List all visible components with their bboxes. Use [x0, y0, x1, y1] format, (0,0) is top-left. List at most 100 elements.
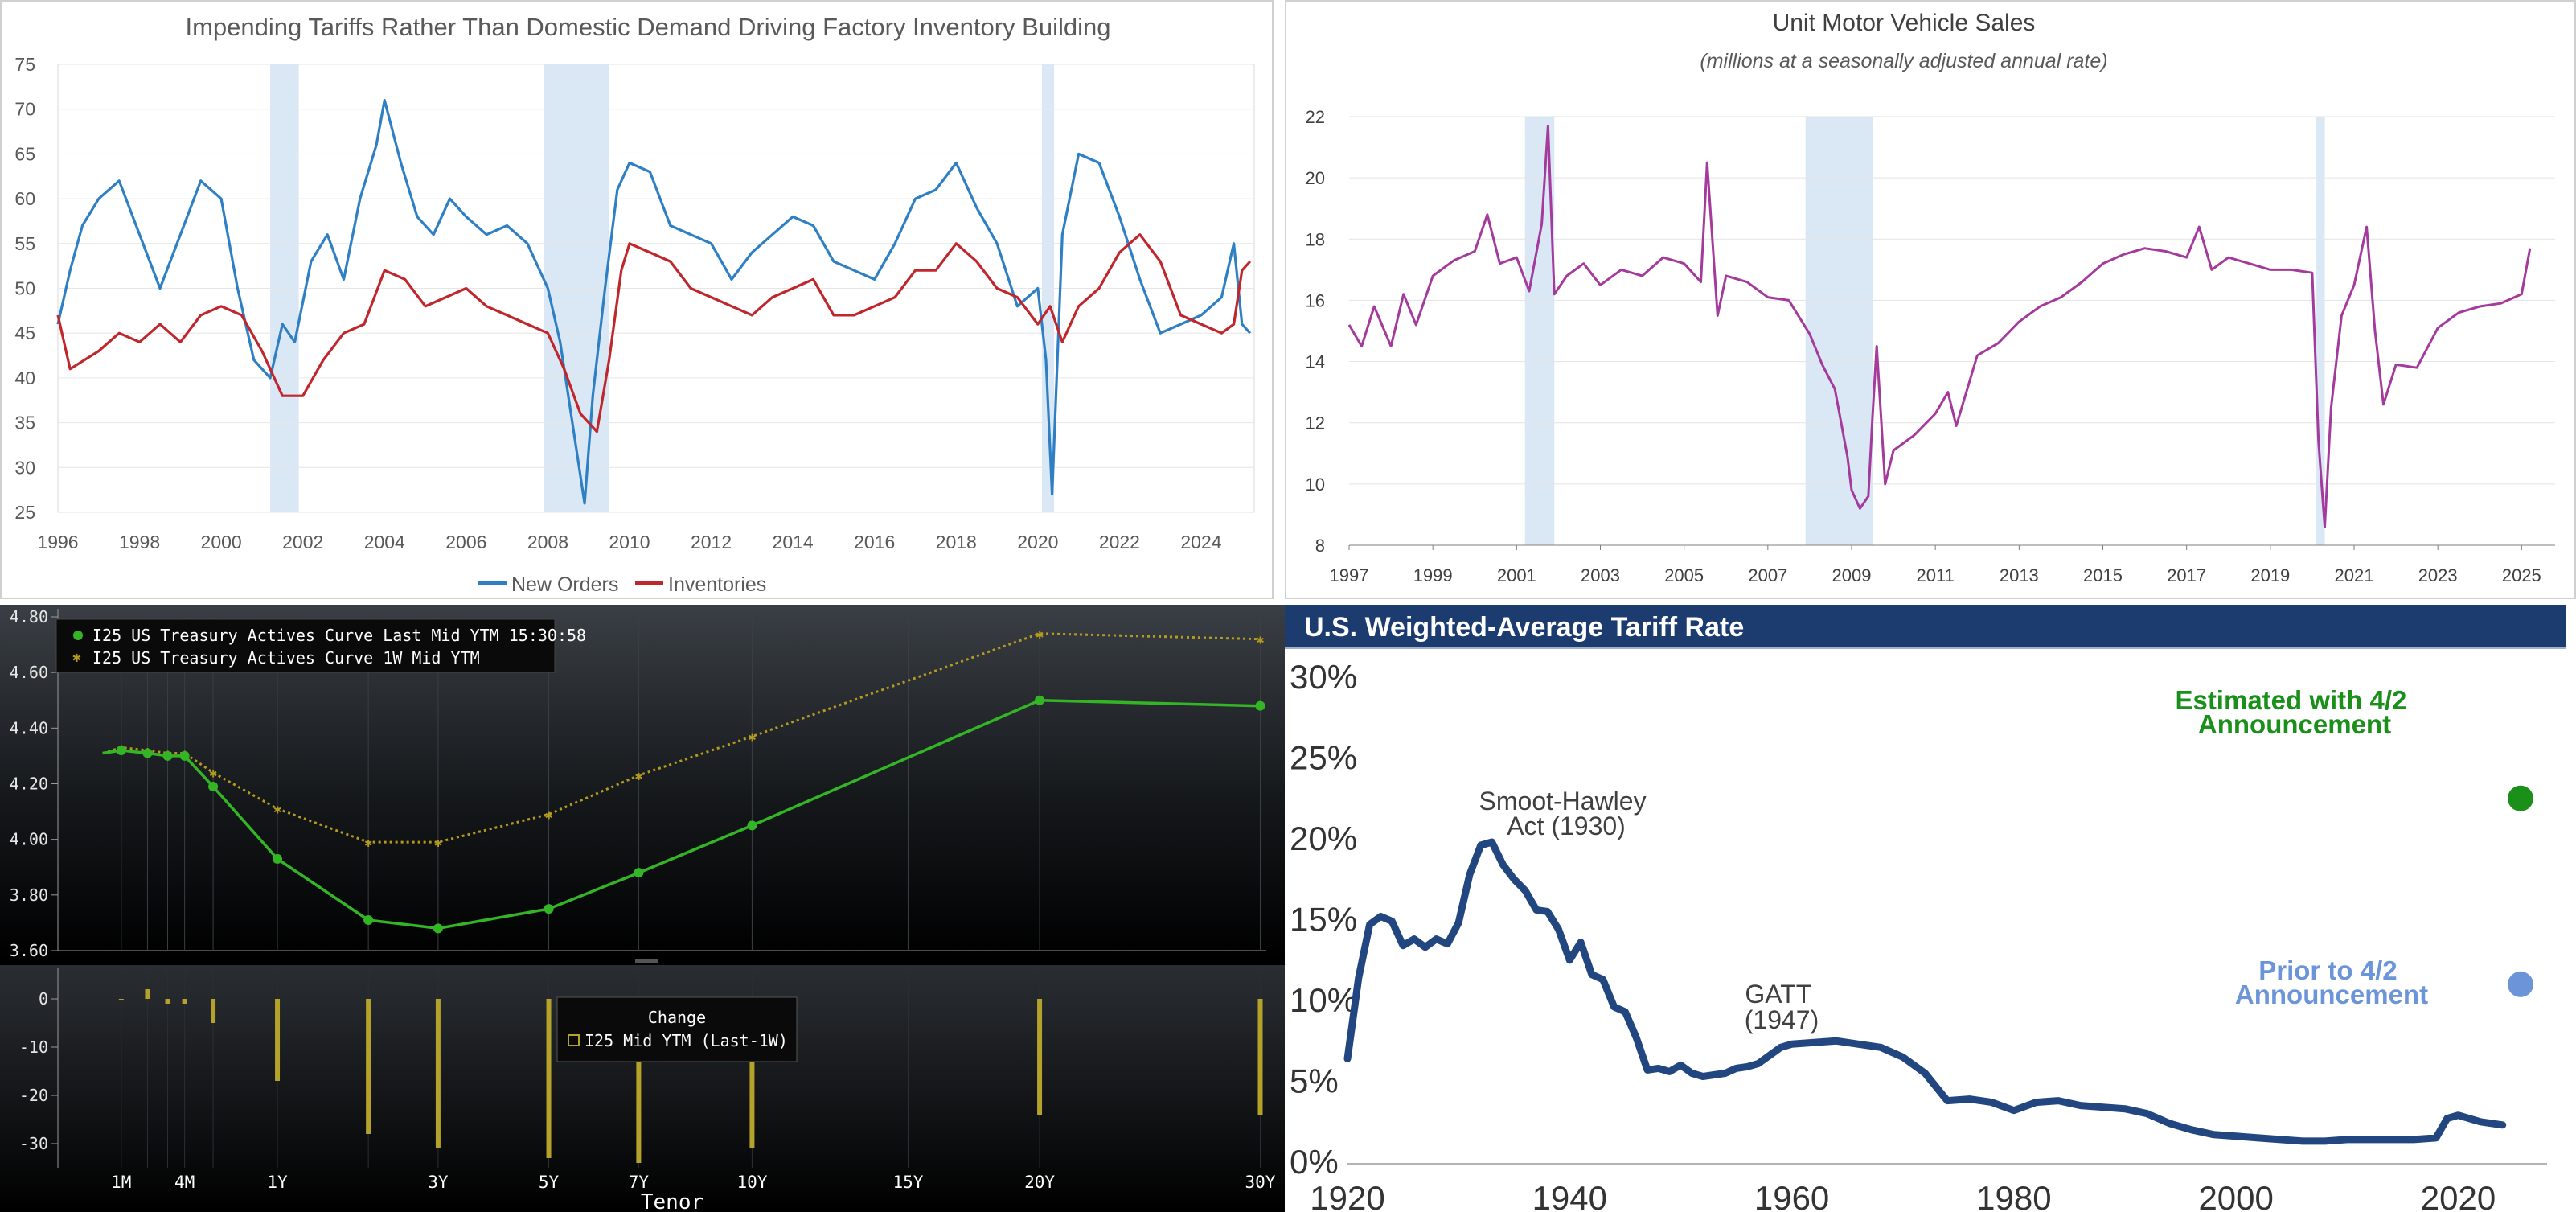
chart-title: Impending Tariffs Rather Than Domestic D… [186, 13, 1111, 41]
x-tick-label: 1960 [1754, 1179, 1829, 1212]
y-tick-label: 20 [1306, 168, 1325, 188]
last-curve-point [162, 750, 173, 761]
y-tick-label: 5% [1290, 1062, 1339, 1100]
y-tick-label: 16 [1306, 290, 1325, 310]
change-bar [435, 999, 441, 1148]
y-tick-label: 35 [14, 413, 35, 433]
y-tick-label: 12 [1306, 413, 1325, 433]
x-tick-label: 2009 [1832, 565, 1872, 585]
tenor-label: 20Y [1024, 1173, 1055, 1192]
curve-legend: I25 US Treasury Actives Curve Last Mid Y… [55, 618, 586, 673]
chart-title: U.S. Weighted-Average Tariff Rate [1304, 612, 1744, 643]
change-bar [275, 999, 281, 1081]
y-tick-label: 22 [1306, 107, 1325, 127]
x-tick-label: 2020 [2421, 1179, 2496, 1212]
y-tick-label: 15% [1290, 901, 1357, 939]
y-tick-label: 4.80 [10, 607, 48, 627]
recession-band [2316, 117, 2325, 545]
x-tick-label: 2002 [282, 532, 323, 553]
tariffs-inventory-svg: Impending Tariffs Rather Than Domestic D… [0, 0, 1274, 599]
change-y-tick-label: -20 [19, 1086, 48, 1105]
week-curve-point: ✱ [434, 835, 442, 850]
prior-annotation: Prior to 4/2 Announcement [2235, 955, 2428, 1009]
change-y-tick-label: 0 [39, 989, 48, 1009]
last-curve-point [363, 914, 374, 925]
recession-band [1805, 117, 1873, 545]
week-curve-point: ✱ [209, 766, 217, 781]
chart-title: Unit Motor Vehicle Sales [1773, 10, 2036, 36]
last-curve-point [747, 820, 757, 831]
vehicle-sales-chart: Unit Motor Vehicle Sales (millions at a … [1285, 0, 2576, 599]
x-tick-label: 1998 [119, 532, 160, 553]
tenor-label: 30Y [1245, 1173, 1276, 1192]
x-tick-label: 2016 [854, 532, 895, 553]
last-curve-point [273, 853, 283, 864]
prior-point [2508, 971, 2533, 997]
x-tick-label: 2010 [609, 532, 650, 553]
last-curve-point [116, 746, 126, 755]
y-tick-label: 55 [14, 233, 35, 254]
x-tick-label: 2000 [2198, 1179, 2273, 1212]
y-tick-label: 25 [14, 502, 35, 523]
estimated-annotation: Estimated with 4/2 Announcement [2175, 685, 2414, 739]
panel-splitter[interactable] [635, 959, 658, 963]
x-tick-label: 2019 [2250, 565, 2290, 585]
x-tick-label: 2018 [936, 532, 977, 553]
x-tick-label: 1996 [37, 532, 78, 553]
week-curve-point: ✱ [1036, 627, 1044, 642]
change-title: Change [648, 1008, 706, 1027]
last-curve-point [1035, 695, 1045, 705]
x-tick-label: 1920 [1310, 1179, 1384, 1212]
tenor-label: 1Y [267, 1173, 288, 1192]
change-legend-swatch [568, 1034, 580, 1046]
last-curve-point [208, 781, 219, 791]
last-curve-point [1255, 700, 1265, 711]
change-bar [1257, 999, 1263, 1115]
y-tick-label: 4.60 [10, 663, 48, 682]
estimated-point [2508, 785, 2533, 811]
last-curve-point [433, 923, 443, 934]
week-curve-line [102, 632, 1261, 844]
y-tick-label: 70 [14, 99, 35, 120]
y-tick-label: 4.00 [10, 830, 48, 849]
x-tick-label: 2022 [1099, 532, 1140, 553]
y-tick-label: 0% [1290, 1143, 1339, 1181]
vehicle-sales-svg: Unit Motor Vehicle Sales (millions at a … [1285, 0, 2576, 599]
x-tick-label: 2008 [527, 532, 568, 553]
treasury-curve-svg: ✱✱✱✱✱✱✱✱✱✱✱✱✱4.804.604.404.204.003.803.6… [0, 605, 1285, 1212]
week-curve-point: ✱ [273, 802, 281, 817]
x-tick-label: 2007 [1748, 565, 1787, 585]
y-tick-label: 14 [1306, 352, 1325, 372]
change-bar [165, 999, 170, 1004]
change-bar [1037, 999, 1043, 1115]
smoot-hawley-annotation: Smoot-Hawley Act (1930) [1479, 787, 1654, 840]
x-tick-label: 2015 [2083, 565, 2123, 585]
x-tick-label: 1997 [1330, 565, 1369, 585]
tenor-label: 3Y [428, 1173, 449, 1192]
x-tick-label: 2023 [2418, 565, 2458, 585]
y-tick-label: 10 [1306, 475, 1325, 495]
y-tick-label: 20% [1290, 820, 1357, 857]
week-curve-point: ✱ [545, 807, 553, 823]
change-bar [118, 999, 124, 1000]
tariffs-inventory-chart: Impending Tariffs Rather Than Domestic D… [0, 0, 1274, 599]
x-tick-label: 2012 [691, 532, 732, 553]
x-tick-label: 2014 [773, 532, 814, 553]
legend-last-marker [73, 631, 83, 640]
legend-last-curve: I25 US Treasury Actives Curve Last Mid Y… [92, 626, 586, 645]
y-tick-label: 4.20 [10, 774, 48, 794]
legend-inventories: Inventories [668, 573, 766, 596]
tenor-label: 7Y [629, 1173, 650, 1192]
gatt-annotation: GATT (1947) [1745, 980, 1819, 1034]
x-tick-label: 2000 [201, 532, 242, 553]
vehicle-sales-line [1347, 124, 2532, 528]
last-curve-point [634, 868, 644, 878]
tariff-rate-chart: U.S. Weighted-Average Tariff Rate 0% 5% 10… [1285, 605, 2576, 1212]
x-tick-label: 2024 [1180, 532, 1221, 553]
new-orders-line [56, 98, 1252, 505]
week-curve-point: ✱ [364, 835, 372, 850]
tenor-label: 4M [174, 1173, 195, 1192]
change-bar [366, 999, 371, 1134]
y-tick-label: 3.60 [10, 941, 48, 960]
x-tick-label: 1980 [1976, 1179, 2051, 1212]
